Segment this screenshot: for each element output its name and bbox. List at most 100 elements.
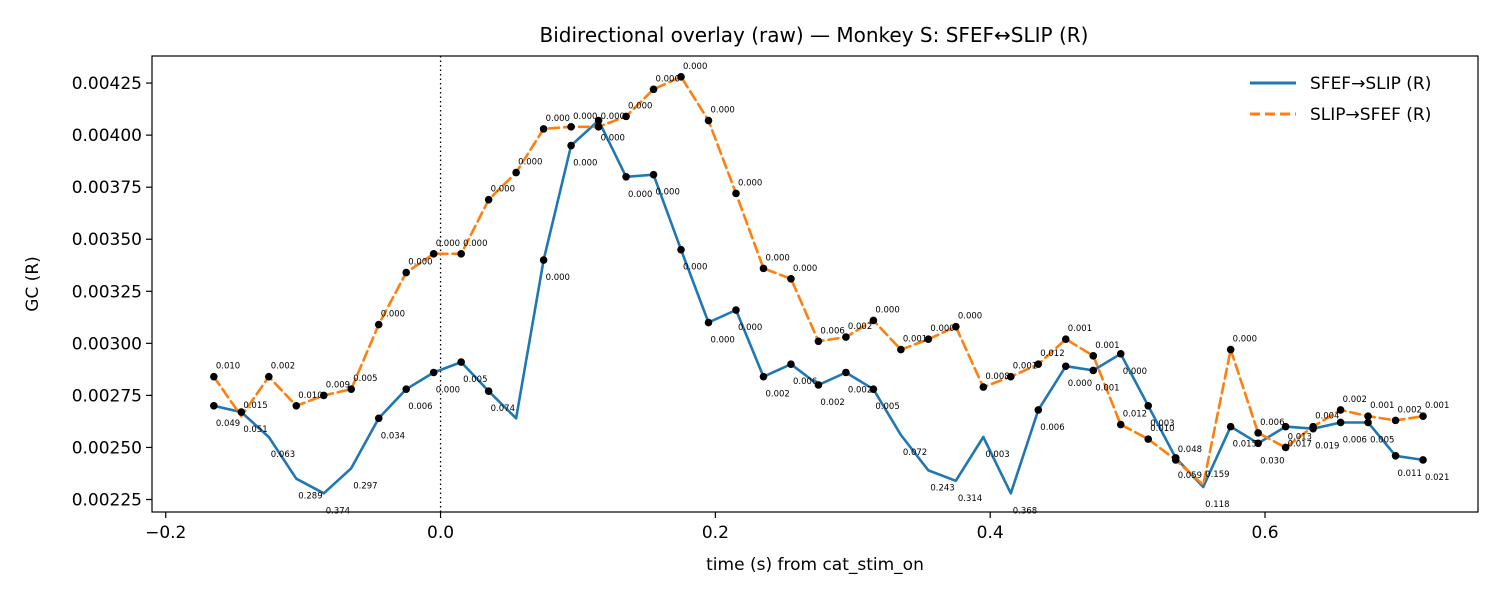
pvalue-label: 0.072 bbox=[903, 448, 927, 458]
data-point-marker bbox=[649, 170, 658, 179]
y-tick-label: 0.00400 bbox=[72, 126, 142, 146]
data-point-marker bbox=[264, 372, 273, 381]
pvalue-label: 0.000 bbox=[875, 305, 899, 315]
pvalue-label: 0.002 bbox=[848, 322, 872, 332]
pvalue-label: 0.001 bbox=[1095, 341, 1119, 351]
pvalue-label: 0.000 bbox=[573, 112, 597, 122]
pvalue-label: 0.000 bbox=[546, 114, 570, 124]
series-line-1 bbox=[212, 75, 1425, 487]
plot-frame bbox=[151, 55, 1479, 513]
pvalue-label: 0.051 bbox=[243, 425, 267, 435]
y-tick-label: 0.00225 bbox=[72, 491, 142, 511]
data-point-marker bbox=[1089, 366, 1098, 375]
data-point-marker bbox=[484, 195, 493, 204]
pvalue-label: 0.314 bbox=[958, 494, 982, 504]
pvalue-label: 0.049 bbox=[216, 419, 240, 429]
data-point-marker bbox=[622, 172, 630, 181]
pvalue-label: 0.000 bbox=[930, 324, 954, 334]
pvalue-label: 0.006 bbox=[408, 402, 432, 412]
pvalue-label: 0.063 bbox=[271, 450, 295, 460]
data-point-marker bbox=[759, 264, 768, 273]
data-point-marker bbox=[1419, 412, 1427, 421]
pvalue-label: 0.003 bbox=[1150, 419, 1174, 429]
data-point-marker bbox=[759, 372, 768, 381]
data-point-marker bbox=[457, 358, 465, 366]
data-point-marker bbox=[429, 368, 438, 377]
pvalue-label: 0.005 bbox=[875, 402, 899, 412]
pvalue-label: 0.006 bbox=[1260, 418, 1284, 428]
legend: SFEF→SLIP (R) SLIP→SFEF (R) bbox=[1250, 74, 1431, 125]
data-point-marker bbox=[1061, 362, 1070, 371]
pvalue-label: 0.000 bbox=[573, 159, 597, 169]
pvalue-label: 0.000 bbox=[958, 312, 982, 322]
data-point-marker bbox=[1391, 451, 1400, 460]
pvalue-label: 0.048 bbox=[1178, 445, 1202, 455]
data-point-marker bbox=[1144, 435, 1153, 443]
data-point-marker bbox=[1226, 345, 1235, 354]
pvalue-label: 0.074 bbox=[491, 404, 515, 414]
pvalue-label: 0.000 bbox=[765, 253, 789, 263]
y-tick-label: 0.00300 bbox=[72, 334, 142, 354]
x-tick-label: 0.0 bbox=[427, 523, 454, 543]
data-point-marker bbox=[1419, 456, 1427, 464]
data-point-marker bbox=[704, 116, 713, 125]
data-point-marker bbox=[1309, 422, 1317, 431]
data-point-marker bbox=[814, 381, 823, 389]
pvalue-label: 0.034 bbox=[381, 431, 405, 441]
data-point-marker bbox=[869, 316, 878, 325]
pvalue-label: 0.118 bbox=[1205, 500, 1229, 510]
pvalue-label: 0.000 bbox=[601, 112, 625, 122]
data-point-marker bbox=[457, 250, 465, 258]
x-tick-label: −0.2 bbox=[145, 523, 186, 543]
pvalue-label: 0.000 bbox=[463, 239, 487, 249]
pvalue-label: 0.289 bbox=[298, 492, 322, 502]
pvalue-label: 0.009 bbox=[326, 380, 350, 390]
pvalue-label: 0.005 bbox=[463, 375, 487, 385]
data-point-marker bbox=[319, 391, 328, 400]
data-point-marker bbox=[649, 85, 658, 94]
data-point-marker bbox=[1336, 406, 1345, 414]
data-point-marker bbox=[567, 141, 575, 150]
x-tick-label: 0.2 bbox=[702, 523, 729, 543]
data-point-marker bbox=[1226, 422, 1235, 431]
pvalue-label: 0.010 bbox=[298, 391, 322, 401]
pvalue-label: 0.002 bbox=[271, 362, 295, 372]
data-point-marker bbox=[402, 385, 411, 393]
pvalue-label: 0.010 bbox=[216, 362, 240, 372]
y-tick-label: 0.00275 bbox=[72, 386, 142, 406]
pvalue-label: 0.001 bbox=[903, 335, 927, 345]
data-point-marker bbox=[210, 402, 218, 410]
pvalue-label: 0.010 bbox=[1150, 424, 1174, 434]
pvalue-label: 0.015 bbox=[1233, 440, 1257, 450]
data-point-marker bbox=[539, 256, 548, 264]
data-point-marker bbox=[567, 122, 575, 131]
pvalue-label: 0.008 bbox=[985, 372, 1009, 382]
data-point-marker bbox=[539, 125, 548, 133]
y-tick-label: 0.00250 bbox=[72, 438, 142, 458]
data-point-marker bbox=[952, 322, 960, 331]
pvalue-label: 0.003 bbox=[985, 450, 1009, 460]
data-point-marker bbox=[897, 345, 905, 354]
pvalue-label: 0.004 bbox=[1315, 412, 1339, 422]
pvalue-label: 0.021 bbox=[1425, 473, 1449, 483]
pvalue-label: 0.000 bbox=[628, 190, 652, 200]
pvalue-label: 0.017 bbox=[1288, 440, 1312, 450]
data-point-marker bbox=[732, 306, 740, 314]
pvalue-label: 0.005 bbox=[353, 374, 377, 384]
pvalue-label: 0.002 bbox=[1398, 405, 1422, 415]
data-point-marker bbox=[1007, 372, 1015, 381]
pvalue-label: 0.000 bbox=[408, 258, 432, 268]
pvalue-label: 0.030 bbox=[1260, 456, 1284, 466]
pvalue-label: 0.297 bbox=[353, 481, 377, 491]
data-point-marker bbox=[1034, 360, 1043, 368]
data-point-marker bbox=[402, 268, 411, 277]
y-tick-label: 0.00425 bbox=[72, 74, 142, 94]
pvalue-label: 0.000 bbox=[628, 101, 652, 111]
pvalue-label: 0.001 bbox=[1425, 401, 1449, 411]
marker-layer bbox=[210, 73, 1427, 464]
data-point-marker bbox=[1089, 352, 1098, 360]
data-point-marker bbox=[622, 112, 630, 121]
x-tick-label: 0.6 bbox=[1251, 523, 1278, 543]
pvalue-label: 0.006 bbox=[793, 377, 817, 387]
